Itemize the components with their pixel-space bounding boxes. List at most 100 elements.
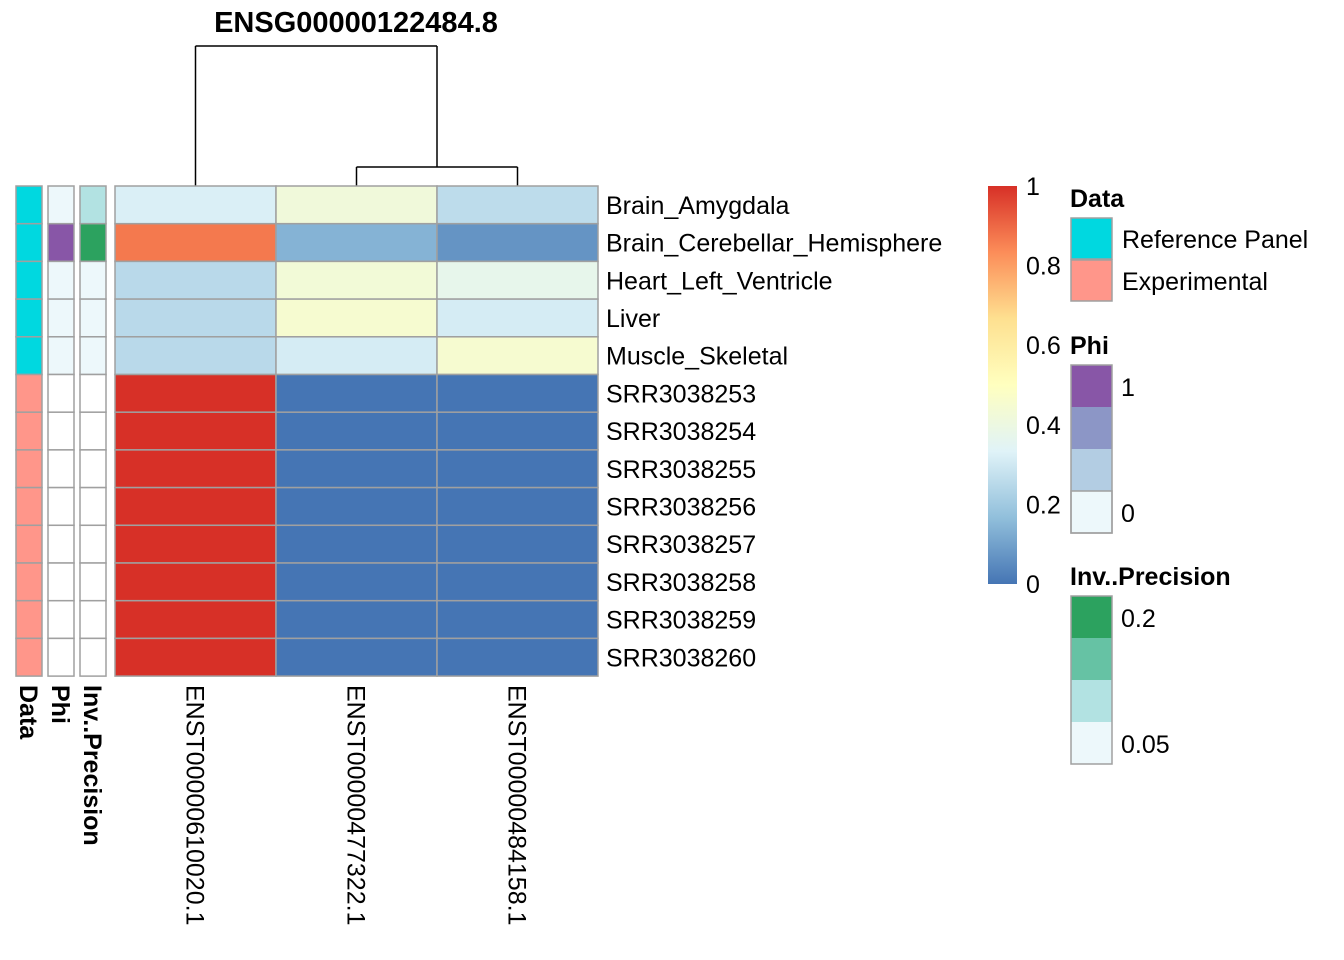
heatmap-cell (275, 411, 438, 451)
heatmap-cell (436, 562, 599, 602)
data-annotation-cell (15, 562, 43, 602)
annotation-track-label: Inv..Precision (78, 685, 106, 846)
phi-annotation-cell (47, 260, 75, 300)
inv-precision-annotation-cell (79, 411, 107, 451)
phi-annotation-cell (47, 562, 75, 602)
heatmap-cell (114, 524, 277, 564)
row-label: SRR3038260 (606, 644, 756, 672)
inv-precision-legend-swatch (1071, 680, 1112, 722)
chart-title: ENSG00000122484.8 (214, 7, 498, 39)
heatmap-cell (114, 373, 277, 413)
heatmap-cell (114, 336, 277, 376)
color-bar-tick-label: 0.6 (1026, 332, 1061, 360)
data-annotation-cell (15, 185, 43, 225)
row-labels: Brain_Amygdala Brain_Cerebellar_Hemispher… (606, 192, 942, 672)
inv-precision-annotation-cell (79, 637, 107, 677)
heatmap-cell (436, 336, 599, 376)
data-legend-swatch (1070, 259, 1113, 302)
heatmap-cell (275, 222, 438, 263)
heatmap-cell (275, 336, 438, 376)
row-label: SRR3038256 (606, 493, 756, 521)
inv-precision-annotation-cell (79, 449, 107, 489)
inv-precision-legend-label: 0.05 (1121, 731, 1170, 759)
row-label: Liver (606, 305, 660, 333)
heatmap-cell (114, 562, 277, 602)
data-annotation-cell (15, 599, 43, 640)
phi-annotation-cell (47, 411, 75, 451)
column-label: ENST00000477322.1 (342, 685, 370, 925)
heatmap-cell (275, 486, 438, 527)
data-annotation-cell (15, 260, 43, 300)
inv-precision-legend: Inv..Precision 0.2 0.05 (1070, 563, 1231, 765)
phi-annotation-cell (47, 486, 75, 527)
phi-legend: Phi 1 0 (1070, 332, 1135, 534)
heatmap-cell (114, 449, 277, 489)
heatmap-cell (436, 260, 599, 300)
heatmap-cell (275, 524, 438, 564)
data-annotation-cell (15, 373, 43, 413)
heatmap-cell (275, 373, 438, 413)
phi-annotation-cell (47, 222, 75, 263)
phi-legend-swatch (1071, 365, 1112, 407)
phi-annotation-cell (47, 599, 75, 640)
inv-precision-annotation-cell (79, 260, 107, 300)
inv-precision-legend-swatch (1071, 638, 1112, 680)
phi-legend-label: 0 (1121, 500, 1135, 528)
heatmap-cell (114, 185, 277, 225)
column-labels: ENST00000610020.1 ENST00000477322.1 ENST00… (181, 685, 531, 925)
inv-precision-legend-label: 0.2 (1121, 605, 1156, 633)
heatmap-cell (275, 185, 438, 225)
row-label: Muscle_Skeletal (606, 343, 788, 371)
heatmap-cell (436, 373, 599, 413)
heatmap-cell (114, 637, 277, 677)
color-bar-tick-label: 0.4 (1026, 412, 1061, 440)
heatmap-cell (436, 599, 599, 640)
inv-precision-annotation-cell (79, 336, 107, 376)
phi-annotation-cell (47, 637, 75, 677)
row-label: Brain_Cerebellar_Hemisphere (606, 230, 942, 258)
phi-annotation-cell (47, 185, 75, 225)
color-bar-tick-label: 1 (1026, 173, 1040, 201)
heatmap-cell (436, 222, 599, 263)
phi-legend-label: 1 (1121, 374, 1135, 402)
inv-precision-annotation-cell (79, 599, 107, 640)
phi-legend-frame (1070, 364, 1113, 534)
heatmap-cell (114, 260, 277, 300)
data-annotation-cell (15, 298, 43, 338)
inv-precision-annotation-cell (79, 185, 107, 225)
heatmap-cell (114, 298, 277, 338)
heatmap-cell (436, 637, 599, 677)
heatmap-cell (275, 599, 438, 640)
column-dendrogram (194, 45, 519, 186)
column-label: ENST00000610020.1 (181, 685, 209, 925)
heatmap-cell (275, 562, 438, 602)
legend-title: Data (1070, 185, 1125, 213)
data-legend-label: Experimental (1122, 268, 1268, 296)
phi-annotation-cell (47, 373, 75, 413)
color-bar (988, 186, 1017, 584)
legend-title: Phi (1070, 332, 1109, 360)
phi-legend-swatch (1070, 490, 1113, 534)
row-label: SRR3038258 (606, 569, 756, 597)
data-annotation-cell (15, 449, 43, 489)
inv-precision-annotation-cell (79, 373, 107, 413)
annotation-track-label: Phi (46, 685, 74, 724)
inv-precision-annotation-cell (79, 562, 107, 602)
heatmap-cell (436, 411, 599, 451)
data-legend-label: Reference Panel (1122, 226, 1308, 254)
color-bar-tick-label: 0.2 (1026, 491, 1061, 519)
heatmap-cells (114, 185, 599, 677)
data-annotation-cell (15, 336, 43, 376)
legend-title: Inv..Precision (1070, 563, 1231, 591)
heatmap-cell (436, 486, 599, 527)
heatmap-cell (275, 260, 438, 300)
heatmap-cell (436, 524, 599, 564)
inv-precision-annotation-cell (79, 222, 107, 263)
row-label: SRR3038255 (606, 456, 756, 484)
data-legend-swatch (1070, 217, 1113, 260)
color-bar-tick-label: 0.8 (1026, 253, 1061, 281)
heatmap-cell (114, 486, 277, 527)
heatmap-cell (436, 185, 599, 225)
row-label: Heart_Left_Ventricle (606, 267, 833, 295)
annotation-track-label: Data (14, 685, 42, 740)
